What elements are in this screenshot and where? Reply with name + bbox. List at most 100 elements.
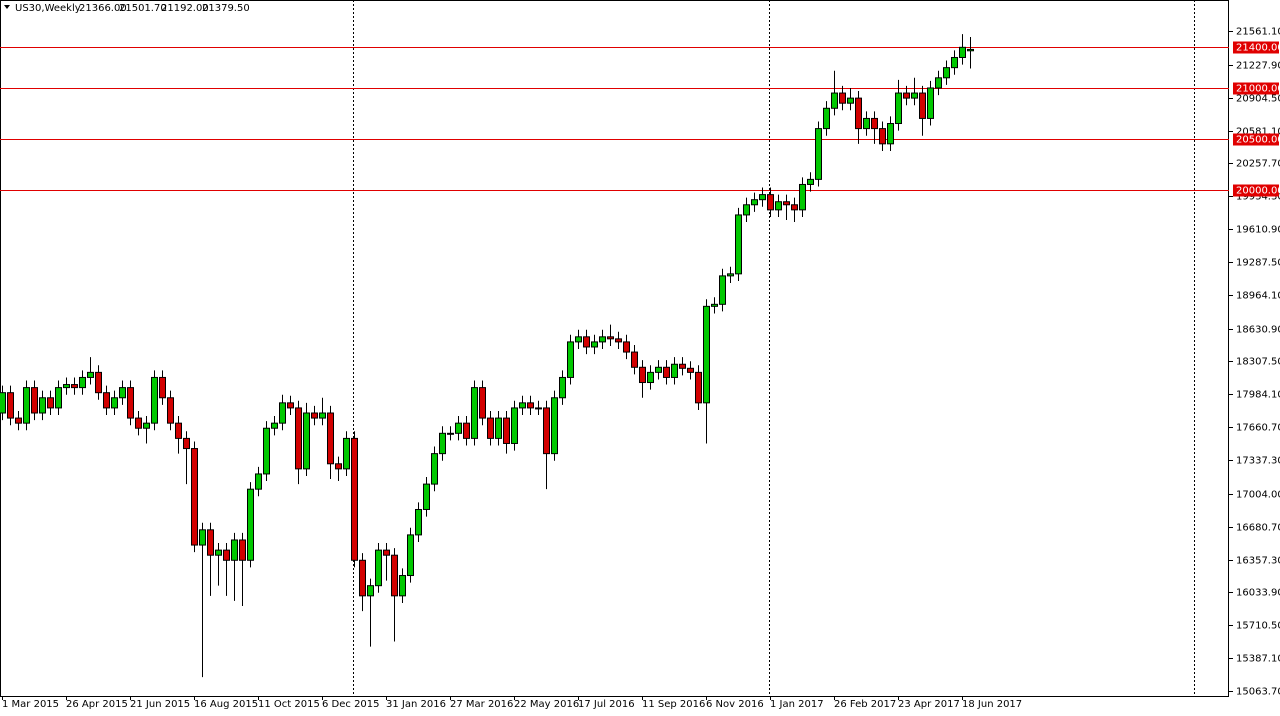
candle-body — [263, 427, 270, 475]
candle-body — [735, 214, 742, 275]
candle-body — [471, 387, 478, 439]
candle-body — [687, 367, 694, 373]
candle-body — [879, 128, 886, 145]
y-tick-label: 15387.10 — [1236, 654, 1280, 665]
candle-body — [655, 366, 662, 373]
candle-body — [663, 366, 670, 378]
y-tick-label: 18630.90 — [1236, 325, 1280, 336]
candle-body — [751, 199, 758, 206]
y-tick-label: 19287.50 — [1236, 258, 1280, 269]
x-tick-label: 6 Nov 2016 — [706, 699, 764, 710]
y-tick-label: 15063.70 — [1236, 687, 1280, 698]
candle-body — [455, 422, 462, 434]
candle-body — [287, 402, 294, 409]
symbol-label: US30,Weekly — [15, 3, 81, 14]
candle-body — [143, 422, 150, 429]
candle-body — [903, 92, 910, 99]
candle-body — [839, 92, 846, 104]
candle-body — [519, 402, 526, 409]
y-tick-label: 17337.30 — [1236, 456, 1280, 467]
candle-body — [527, 402, 534, 409]
price-level-tag — [1233, 184, 1279, 197]
candle-body — [31, 387, 38, 414]
price-level-tag — [1233, 82, 1279, 95]
candle-body — [815, 128, 822, 180]
candle-body — [847, 97, 854, 104]
candle-body — [607, 336, 614, 340]
price-level-tag — [1233, 133, 1279, 146]
y-tick-label: 16357.30 — [1236, 556, 1280, 567]
candle-body — [7, 392, 14, 419]
x-tick-label: 26 Apr 2015 — [66, 699, 128, 710]
candle-body — [351, 437, 358, 561]
candle-body — [799, 183, 806, 211]
candle-body — [439, 432, 446, 455]
x-tick-label: 21 Jun 2015 — [130, 699, 190, 710]
y-tick-label: 19934.30 — [1236, 192, 1280, 203]
candle-body — [479, 387, 486, 419]
header-open: 21366.00 — [79, 3, 127, 14]
candle-body — [623, 341, 630, 353]
x-tick-label: 1 Jan 2017 — [770, 699, 824, 710]
candle-body — [399, 575, 406, 597]
candle-body — [871, 117, 878, 130]
x-tick-label: 16 Aug 2015 — [194, 699, 258, 710]
candle-body — [327, 412, 334, 465]
candle-body — [895, 92, 902, 125]
candle-body — [207, 529, 214, 556]
candle-body — [311, 412, 318, 419]
candle-body — [943, 67, 950, 79]
candle-body — [639, 366, 646, 384]
x-tick-label: 23 Apr 2017 — [898, 699, 960, 710]
header-low: 21192.00 — [161, 3, 209, 14]
symbol-dropdown-arrow[interactable] — [4, 5, 10, 9]
x-tick-label: 18 Jun 2017 — [962, 699, 1022, 710]
candle-body — [191, 448, 198, 546]
candle-body — [303, 412, 310, 470]
candle-body — [15, 417, 22, 424]
candle-body — [855, 97, 862, 130]
candle-body — [967, 48, 974, 52]
x-tick-label: 31 Jan 2016 — [386, 699, 446, 710]
candle-body — [559, 376, 566, 399]
candle-body — [95, 371, 102, 394]
candle-body — [887, 123, 894, 145]
candle-body — [591, 341, 598, 348]
x-tick-label: 26 Feb 2017 — [834, 699, 896, 710]
candle-body — [255, 473, 262, 490]
candle-body — [63, 384, 70, 389]
price-level-label: 20000.00 — [1236, 186, 1280, 197]
candle-body — [55, 387, 62, 409]
candle-body — [135, 417, 142, 429]
y-tick-label: 20581.10 — [1236, 127, 1280, 138]
candle-body — [583, 336, 590, 348]
candle-body — [535, 407, 542, 410]
candle-body — [927, 87, 934, 119]
candle-body — [111, 397, 118, 409]
candle-body — [463, 422, 470, 439]
candle-body — [407, 534, 414, 577]
x-tick-label: 11 Sep 2016 — [642, 699, 705, 710]
candle-body — [719, 275, 726, 305]
candle-body — [487, 417, 494, 439]
candle-body — [695, 371, 702, 404]
candle-body — [767, 194, 774, 211]
header-high: 21501.70 — [119, 3, 167, 14]
candle-body — [775, 201, 782, 211]
candle-body — [831, 92, 838, 109]
candle-body — [447, 432, 454, 435]
candle-body — [359, 559, 366, 597]
candle-body — [383, 549, 390, 556]
candle-body — [151, 376, 158, 424]
y-tick-label: 18964.10 — [1236, 291, 1280, 302]
candle-body — [911, 92, 918, 99]
x-tick-label: 17 Jul 2016 — [578, 699, 635, 710]
candle-body — [935, 77, 942, 89]
candle-body — [79, 376, 86, 389]
candle-body — [199, 529, 206, 546]
y-tick-label: 17984.10 — [1236, 390, 1280, 401]
candle-body — [671, 363, 678, 378]
candle-body — [231, 539, 238, 561]
candle-body — [615, 338, 622, 343]
candle-body — [495, 417, 502, 439]
